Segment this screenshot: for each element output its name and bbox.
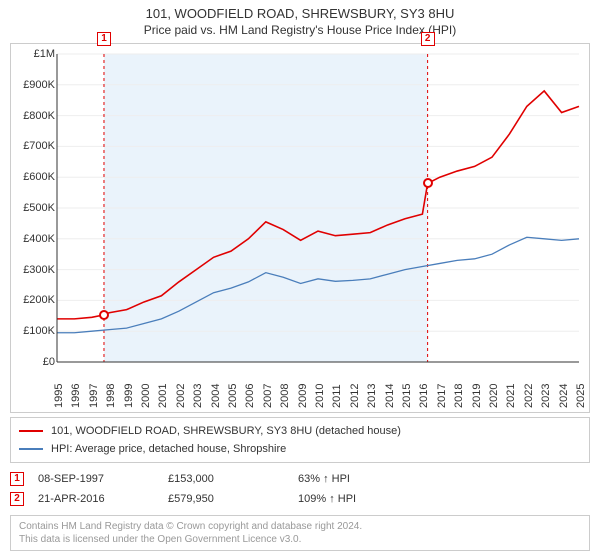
legend-swatch — [19, 448, 43, 450]
y-axis-label: £0 — [11, 356, 55, 368]
y-axis-label: £500K — [11, 202, 55, 214]
event-price: £579,950 — [168, 493, 298, 505]
legend-item: 101, WOODFIELD ROAD, SHREWSBURY, SY3 8HU… — [19, 422, 581, 440]
event-pct: 109% ↑ HPI — [298, 493, 356, 505]
legend-label: 101, WOODFIELD ROAD, SHREWSBURY, SY3 8HU… — [51, 425, 401, 437]
chart-subtitle: Price paid vs. HM Land Registry's House … — [0, 21, 600, 43]
marker-label: 2 — [421, 32, 435, 46]
event-pct: 63% ↑ HPI — [298, 473, 350, 485]
event-row: 1 08-SEP-1997 £153,000 63% ↑ HPI — [10, 469, 590, 489]
chart-svg — [57, 54, 579, 362]
license-line: Contains HM Land Registry data © Crown c… — [19, 520, 581, 533]
event-price: £153,000 — [168, 473, 298, 485]
y-axis-label: £200K — [11, 294, 55, 306]
event-date: 08-SEP-1997 — [38, 473, 168, 485]
license-notice: Contains HM Land Registry data © Crown c… — [10, 515, 590, 551]
event-marker-icon: 2 — [10, 492, 24, 506]
y-axis-label: £1M — [11, 48, 55, 60]
legend-label: HPI: Average price, detached house, Shro… — [51, 443, 286, 455]
legend: 101, WOODFIELD ROAD, SHREWSBURY, SY3 8HU… — [10, 417, 590, 463]
event-date: 21-APR-2016 — [38, 493, 168, 505]
plot-area: 12 — [57, 54, 579, 362]
marker-point — [99, 310, 109, 320]
y-axis-label: £900K — [11, 79, 55, 91]
license-line: This data is licensed under the Open Gov… — [19, 533, 581, 546]
chart-title: 101, WOODFIELD ROAD, SHREWSBURY, SY3 8HU — [0, 0, 600, 21]
event-row: 2 21-APR-2016 £579,950 109% ↑ HPI — [10, 489, 590, 509]
events-table: 1 08-SEP-1997 £153,000 63% ↑ HPI 2 21-AP… — [10, 469, 590, 509]
y-axis-label: £300K — [11, 264, 55, 276]
legend-item: HPI: Average price, detached house, Shro… — [19, 440, 581, 458]
event-marker-icon: 1 — [10, 472, 24, 486]
y-axis-label: £700K — [11, 140, 55, 152]
y-axis-label: £400K — [11, 233, 55, 245]
marker-point — [423, 178, 433, 188]
x-axis-label: 2025 — [575, 384, 600, 408]
chart-container: 12 £0 £100K £200K £300K £400K £500K £600K £700K… — [10, 43, 590, 413]
y-axis-label: £800K — [11, 110, 55, 122]
marker-label: 1 — [97, 32, 111, 46]
y-axis-label: £100K — [11, 325, 55, 337]
y-axis-label: £600K — [11, 171, 55, 183]
legend-swatch — [19, 430, 43, 432]
